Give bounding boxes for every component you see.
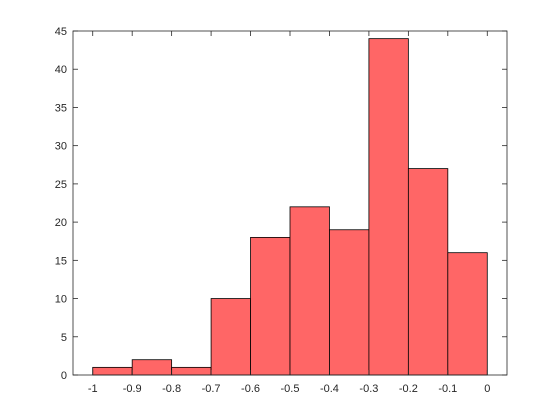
bar [368, 38, 409, 376]
bar [407, 168, 449, 376]
bar [92, 366, 133, 376]
y-tick-label: 0 [61, 370, 67, 382]
bar [289, 206, 330, 376]
bar [250, 236, 291, 376]
y-tick-label: 20 [55, 217, 67, 229]
bar [210, 298, 251, 376]
x-tick-label: -0.9 [123, 383, 142, 395]
x-tick-label: -1 [88, 383, 98, 395]
y-tick-label: 5 [61, 332, 67, 344]
x-tick-label: -0.2 [399, 383, 418, 395]
x-tick-label: 0 [484, 383, 490, 395]
x-tick-label: -0.3 [359, 383, 378, 395]
y-tick-label: 35 [55, 102, 67, 114]
x-tick-label: -0.8 [162, 383, 181, 395]
x-tick-label: -0.5 [281, 383, 300, 395]
y-tick-label: 40 [55, 64, 67, 76]
x-tick-label: -0.4 [320, 383, 339, 395]
y-tick-label: 45 [55, 26, 67, 38]
bar [447, 252, 488, 376]
x-tick-label: -0.6 [241, 383, 260, 395]
y-tick-label: 25 [55, 179, 67, 191]
x-tick-label: -0.1 [438, 383, 457, 395]
bar [171, 366, 212, 376]
x-tick-label: -0.7 [202, 383, 221, 395]
bar [329, 229, 370, 376]
y-tick-label: 15 [55, 255, 67, 267]
y-tick-label: 30 [55, 141, 67, 153]
bar [131, 359, 173, 376]
y-tick-label: 10 [55, 294, 67, 306]
